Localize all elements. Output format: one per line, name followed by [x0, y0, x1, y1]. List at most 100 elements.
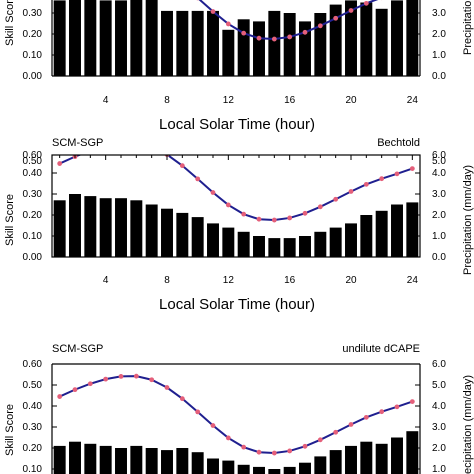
left-y-tick-label: 0.10	[23, 231, 43, 242]
bar	[329, 227, 342, 257]
precipitation-marker	[241, 30, 247, 36]
bar	[391, 0, 403, 76]
precipitation-marker	[333, 15, 339, 21]
bar	[391, 437, 403, 474]
bar	[161, 208, 173, 257]
left-y-tick-labels: 0.00 0.10 0.20 0.30	[23, 8, 43, 82]
bar	[268, 238, 281, 257]
x-tick-label: 16	[284, 275, 296, 286]
bar	[130, 0, 143, 76]
bar	[299, 236, 311, 257]
precipitation-marker	[379, 409, 385, 415]
panel-left-title: SCM-SGP	[52, 343, 103, 355]
precipitation-marker	[317, 23, 323, 29]
right-y-tick-label: 4.0	[432, 168, 446, 179]
plot-frame	[51, 154, 421, 258]
bar	[237, 19, 250, 76]
bar	[115, 0, 127, 76]
x-tick-label: 12	[223, 95, 235, 106]
precipitation-marker	[241, 211, 247, 217]
x-axis-title: Local Solar Time (hour)	[159, 296, 315, 313]
right-y-tick-labels: 1.0 2.0 3.0 4.0 5.0 6.0	[432, 359, 446, 474]
bar	[299, 462, 311, 474]
bar	[161, 450, 173, 474]
right-y-tick-label: 3.0	[432, 189, 446, 200]
bar	[176, 212, 189, 257]
left-y-tick-label: 0.30	[23, 422, 43, 433]
right-y-tick-labels: 0.0 1.0 2.0 3.0	[432, 8, 446, 82]
precipitation-marker	[409, 166, 415, 171]
left-y-axis-label: Skill Score	[4, 0, 16, 46]
bar	[253, 236, 265, 257]
right-y-tick-labels: 0.0 1.0 2.0 3.0 4.0 5.0 6.0	[432, 150, 446, 263]
panel-top: 0.00 0.10 0.20 0.30 0.0 1.0 2.0 3.0 Skil…	[4, 0, 474, 133]
bar	[115, 448, 127, 474]
panel-right-title: undilute dCAPE	[342, 343, 420, 355]
panel-right-title: Bechtold	[377, 137, 420, 149]
left-y-tick-label: 0.00	[23, 71, 43, 82]
right-y-tick-label: 6.0	[432, 150, 446, 161]
precipitation-marker	[333, 429, 339, 435]
left-y-tick-label: 0.60	[23, 359, 43, 370]
bar	[345, 0, 357, 76]
precipitation-marker	[225, 435, 231, 441]
bar	[84, 196, 97, 257]
bar	[84, 443, 97, 474]
right-y-tick-label: 3.0	[432, 8, 446, 19]
left-y-tick-label: 0.60	[23, 150, 43, 161]
bar	[283, 13, 296, 76]
bar	[53, 200, 66, 257]
precipitation-marker	[348, 189, 354, 194]
precipitation-marker	[88, 148, 93, 153]
precipitation-marker	[271, 217, 277, 223]
bar	[237, 231, 250, 257]
bar	[314, 456, 327, 474]
right-y-axis-label: Precipitation (mm/day)	[462, 375, 474, 474]
precipitation-marker	[363, 0, 369, 6]
x-tick-label: 4	[103, 95, 109, 106]
precipitation-marker	[133, 373, 139, 379]
bar	[406, 0, 419, 76]
panel-left-title: SCM-SGP	[52, 137, 103, 149]
bar	[99, 0, 112, 76]
bar	[53, 445, 66, 474]
precipitation-marker	[241, 444, 247, 450]
precipitation-marker	[348, 8, 354, 13]
left-y-tick-label: 0.00	[23, 252, 43, 263]
right-y-tick-label: 2.0	[432, 443, 446, 454]
precipitation-marker	[57, 161, 63, 166]
bar	[329, 450, 342, 474]
panel-middle: SCM-SGP Bechtold 0.00 0.10 0.20 0.30 0.4…	[4, 137, 474, 313]
precipitation-marker	[317, 437, 323, 443]
right-y-tick-label: 0.0	[432, 71, 446, 82]
left-y-tick-labels: 0.00 0.10 0.20 0.30 0.40 0.50 0.60	[23, 150, 43, 263]
bar	[375, 8, 388, 76]
precipitation-marker	[179, 163, 185, 169]
bar	[391, 204, 403, 257]
precipitation-marker	[302, 210, 308, 216]
right-y-tick-label: 5.0	[432, 380, 446, 391]
bar	[360, 2, 373, 76]
precipitation-marker	[287, 448, 293, 454]
left-y-axis-label: Skill Score	[4, 404, 16, 456]
bar	[253, 466, 265, 474]
left-y-tick-label: 0.20	[23, 29, 43, 40]
left-y-tick-label: 0.10	[23, 464, 43, 474]
precipitation-marker	[225, 21, 231, 27]
precipitation-marker	[379, 176, 385, 182]
precipitation-marker	[363, 181, 369, 187]
bar	[84, 0, 97, 76]
precipitation-line	[59, 155, 413, 222]
plot-area	[53, 141, 419, 257]
bar	[69, 0, 81, 76]
right-y-tick-label: 1.0	[432, 231, 446, 242]
bar	[99, 445, 112, 474]
precipitation-marker	[256, 449, 262, 455]
bar	[406, 431, 419, 474]
bar	[237, 464, 250, 474]
bar	[268, 469, 281, 474]
precipitation-marker	[225, 202, 231, 208]
precipitation-marker	[118, 373, 124, 379]
bar	[161, 10, 173, 76]
precipitation-marker	[134, 141, 139, 146]
